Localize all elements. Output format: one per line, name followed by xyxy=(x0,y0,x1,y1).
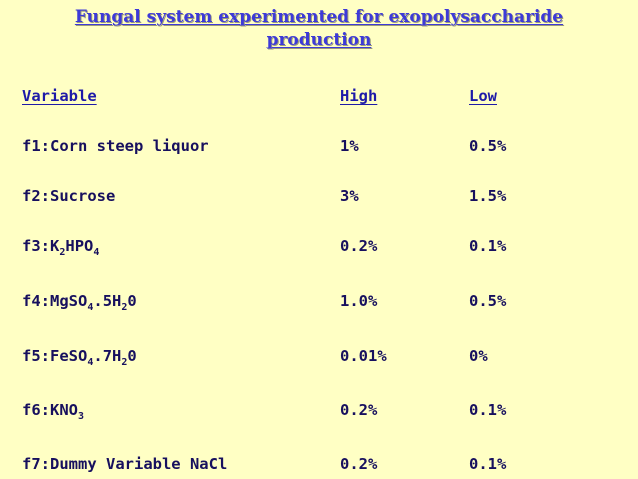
variable-cell: f6:KNO3 xyxy=(22,401,85,422)
high-value-cell: 1% xyxy=(340,137,359,155)
variable-cell: f4:MgSO4.5H20 xyxy=(22,292,137,313)
table-header-row: Variable High Low xyxy=(0,86,638,110)
variable-cell: f5:FeSO4.7H20 xyxy=(22,347,137,368)
low-value-cell: 0.1% xyxy=(469,237,507,255)
header-high: High xyxy=(340,87,378,105)
variable-cell: f7:Dummy Variable NaCl xyxy=(22,455,228,473)
low-value-cell: 0.1% xyxy=(469,455,507,473)
low-value-cell: 1.5% xyxy=(469,187,507,205)
high-value-cell: 0.2% xyxy=(340,237,378,255)
high-value-cell: 3% xyxy=(340,187,359,205)
high-value-cell: 0.2% xyxy=(340,401,378,419)
table-row: f4:MgSO4.5H20 1.0% 0.5% xyxy=(0,291,638,315)
table-row: f1:Corn steep liquor 1% 0.5% xyxy=(0,136,638,160)
variable-cell: f2:Sucrose xyxy=(22,187,116,205)
variable-cell: f3:K2HPO4 xyxy=(22,237,100,258)
high-value-cell: 1.0% xyxy=(340,292,378,310)
header-variable: Variable xyxy=(22,87,97,105)
table-row: f5:FeSO4.7H20 0.01% 0% xyxy=(0,346,638,370)
high-value-cell: 0.01% xyxy=(340,347,387,365)
low-value-cell: 0.1% xyxy=(469,401,507,419)
title-line-1: Fungal system experimented for exopolysa… xyxy=(74,7,564,27)
table-row: f3:K2HPO4 0.2% 0.1% xyxy=(0,236,638,260)
low-value-cell: 0% xyxy=(469,347,488,365)
slide-title: Fungal system experimented for exopolysa… xyxy=(0,6,638,52)
low-value-cell: 0.5% xyxy=(469,137,507,155)
header-low: Low xyxy=(469,87,497,105)
table-row: f7:Dummy Variable NaCl 0.2% 0.1% xyxy=(0,454,638,478)
table-row: f6:KNO3 0.2% 0.1% xyxy=(0,400,638,424)
table-row: f2:Sucrose 3% 1.5% xyxy=(0,186,638,210)
high-value-cell: 0.2% xyxy=(340,455,378,473)
low-value-cell: 0.5% xyxy=(469,292,507,310)
title-line-2: production xyxy=(266,30,372,50)
variable-cell: f1:Corn steep liquor xyxy=(22,137,209,155)
